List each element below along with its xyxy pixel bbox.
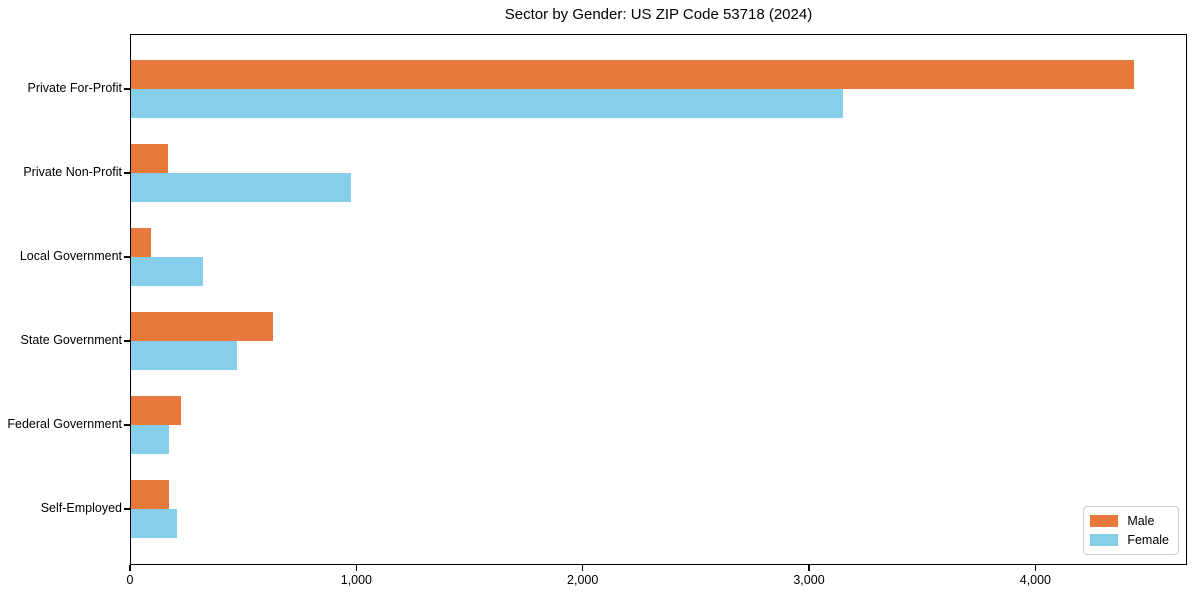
x-axis-label-0: 0: [126, 573, 134, 587]
y-axis-label-state-government: State Government: [20, 333, 122, 347]
y-axis-tick: [124, 172, 131, 174]
y-axis-tick: [124, 88, 131, 90]
male-bar-self-employed: [131, 480, 170, 509]
x-axis-label-1-000: 1,000: [340, 573, 372, 587]
y-axis-label-private-for-profit: Private For-Profit: [27, 81, 122, 95]
legend-label-female: Female: [1127, 533, 1169, 547]
female-bar-private-non-profit: [131, 173, 352, 202]
y-axis-tick: [124, 340, 131, 342]
legend-item-male: Male: [1090, 514, 1169, 528]
y-axis-label-self-employed: Self-Employed: [40, 501, 122, 515]
female-swatch-icon: [1090, 534, 1119, 546]
female-bar-private-for-profit: [131, 89, 843, 118]
y-axis-tick: [124, 508, 131, 510]
chart-title: Sector by Gender: US ZIP Code 53718 (202…: [504, 6, 813, 23]
x-axis-label-2-000: 2,000: [567, 573, 599, 587]
legend: Male Female: [1083, 506, 1179, 555]
plot-area: Male Female: [124, 34, 1187, 565]
x-axis-tick: [581, 565, 584, 571]
male-bar-private-for-profit: [131, 60, 1135, 89]
female-bar-state-government: [131, 341, 238, 370]
female-bar-self-employed: [131, 509, 178, 538]
x-axis-tick: [1034, 565, 1037, 571]
male-swatch-icon: [1090, 515, 1119, 527]
male-bar-state-government: [131, 312, 274, 341]
legend-item-female: Female: [1090, 533, 1169, 547]
x-axis-tick: [808, 565, 810, 571]
y-axis-label-federal-government: Federal Government: [7, 417, 122, 431]
x-axis-label-3-000: 3,000: [793, 573, 825, 587]
y-axis-tick: [124, 256, 131, 258]
male-bar-private-non-profit: [131, 144, 169, 173]
female-bar-federal-government: [131, 425, 170, 454]
male-bar-federal-government: [131, 396, 181, 425]
x-axis-label-4-000: 4,000: [1019, 573, 1051, 587]
y-axis-label-private-non-profit: Private Non-Profit: [23, 165, 122, 179]
female-bar-local-government: [131, 257, 204, 286]
legend-label-male: Male: [1127, 514, 1155, 528]
y-axis-label-local-government: Local Government: [19, 249, 122, 263]
y-axis-tick: [124, 424, 131, 426]
x-axis-tick: [355, 565, 358, 571]
male-bar-local-government: [131, 228, 152, 257]
x-axis-tick: [129, 565, 131, 571]
